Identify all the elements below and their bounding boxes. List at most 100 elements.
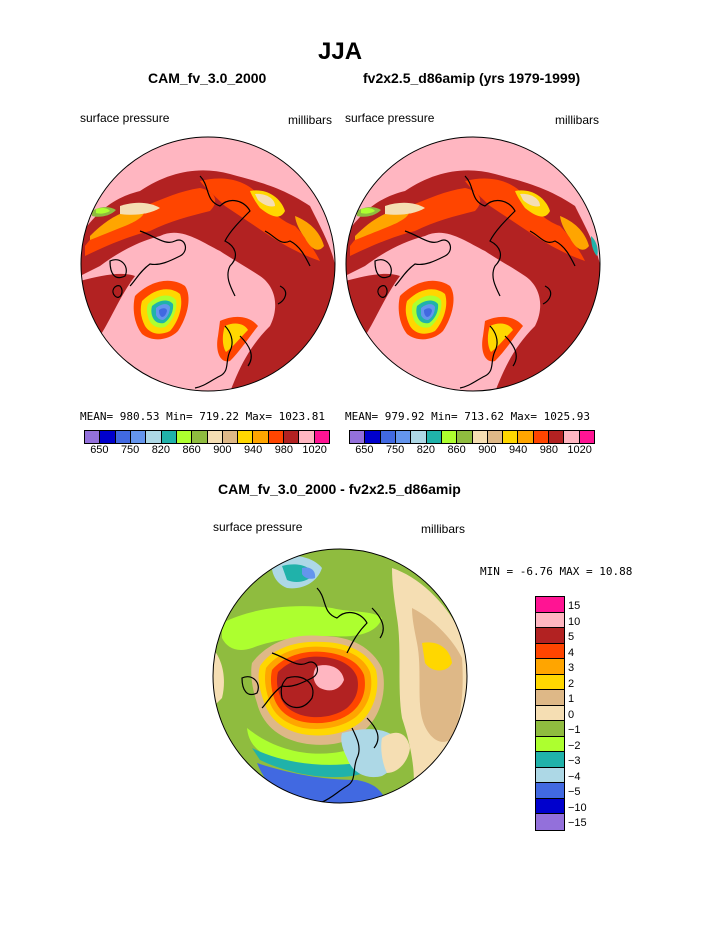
map-fill-lightgreen — [222, 606, 382, 650]
right-colorbar-swatch — [426, 431, 442, 443]
diff-colorbar-tick: −5 — [568, 786, 581, 798]
right-colorbar-swatch — [380, 431, 396, 443]
right-colorbar-swatch — [441, 431, 458, 443]
right-colorbar-tick: 820 — [416, 444, 436, 456]
diff-colorbar-swatch — [536, 798, 564, 814]
map-fill-magenta-2 — [346, 351, 375, 391]
right-colorbar-tick: 1020 — [567, 444, 592, 456]
left-colorbar-tick: 650 — [90, 444, 109, 456]
right-colorbar-swatch — [518, 431, 534, 443]
diff-colorbar-tick: −10 — [568, 801, 587, 814]
diff-colorbar-swatch — [536, 752, 564, 768]
left-stats: MEAN= 980.53 Min= 719.22 Max= 1023.81 — [80, 410, 326, 423]
diff-colorbar-swatch — [536, 612, 564, 628]
diff-panel-title: CAM_fv_3.0_2000 - fv2x2.5_d86amip — [218, 481, 461, 497]
left-colorbar-swatch — [85, 431, 101, 443]
right-colorbar-swatch — [365, 431, 381, 443]
left-colorbar-tick: 860 — [182, 444, 201, 456]
left-colorbar-swatch — [268, 431, 285, 443]
right-colorbar-swatch — [579, 431, 594, 443]
left-colorbar-tick: 980 — [274, 444, 294, 456]
diff-colorbar-tick: 4 — [568, 646, 575, 659]
right-colorbar-tick: 900 — [478, 444, 497, 456]
diff-colorbar-tick: −3 — [568, 755, 581, 767]
left-colorbar-swatch — [176, 431, 193, 443]
diff-colorbar-swatch — [536, 705, 564, 721]
right-colorbar-swatch — [503, 431, 519, 443]
left-colorbar-swatch — [314, 431, 329, 443]
map-fill-teal — [591, 236, 598, 256]
coastlines — [241, 587, 384, 803]
coastlines — [374, 175, 576, 389]
left-colorbar-swatch — [146, 431, 162, 443]
left-panel-title: CAM_fv_3.0_2000 — [148, 70, 267, 86]
left-colorbar-tick: 900 — [213, 444, 232, 456]
diff-stats: MIN = -6.76 MAX = 10.88 — [480, 565, 633, 578]
left-units-label: millibars — [288, 113, 333, 127]
map-fill-blue — [159, 308, 167, 317]
map-fill-blue — [302, 567, 316, 579]
diff-colorbar-swatch — [536, 674, 564, 690]
map-fill-tan — [412, 608, 463, 742]
right-colorbar-swatch — [457, 431, 473, 443]
diff-colorbar-swatch — [536, 643, 564, 659]
map-fill-wheat — [520, 193, 540, 207]
coastlines — [109, 175, 311, 389]
diff-variable-label: surface pressure — [213, 520, 303, 534]
right-colorbar-swatch — [549, 431, 565, 443]
diff-units-label: millibars — [421, 522, 466, 536]
diff-colorbar — [535, 596, 565, 831]
right-colorbar-tick: 650 — [355, 444, 374, 456]
diff-colorbar-tick: −2 — [568, 739, 581, 752]
right-colorbar-swatch — [472, 431, 488, 443]
diff-colorbar-swatch — [536, 721, 564, 737]
left-colorbar-tick: 1020 — [302, 444, 327, 456]
left-colorbar-tick: 940 — [243, 444, 263, 456]
diff-colorbar-tick: 2 — [568, 677, 575, 690]
map-fill-lightgreen — [361, 207, 375, 214]
diff-colorbar-tick: 0 — [568, 708, 575, 721]
map-fill-blue — [424, 308, 432, 317]
map-fill-orange-2 — [90, 208, 145, 240]
diff-colorbar-tick: 15 — [568, 600, 581, 612]
left-colorbar-swatch — [222, 431, 239, 443]
map-fill-teal-2 — [252, 748, 387, 778]
page-title: JJA — [318, 38, 363, 65]
map-fill-wheat-2 — [120, 202, 160, 215]
right-colorbar-swatch — [411, 431, 427, 443]
diff-colorbar-swatch — [536, 628, 564, 644]
right-variable-label: surface pressure — [345, 111, 435, 125]
left-colorbar-swatch — [100, 431, 116, 443]
right-panel-title: fv2x2.5_d86amip (yrs 1979-1999) — [363, 70, 581, 86]
right-colorbar-tick: 750 — [385, 444, 405, 456]
left-colorbar-swatch — [161, 431, 177, 443]
diff-polar-map — [212, 548, 468, 804]
diff-colorbar-swatch — [536, 690, 564, 706]
right-colorbar: 650 750 820 860 900 940 980 1020 — [349, 430, 595, 456]
left-colorbar-swatch — [130, 431, 147, 443]
right-colorbar-swatch — [350, 431, 366, 443]
right-colorbar-swatch — [395, 431, 412, 443]
diff-colorbar-swatch — [536, 814, 564, 830]
diff-colorbar-swatch — [536, 736, 564, 752]
diff-colorbar-tick: 3 — [568, 662, 575, 674]
diff-colorbar-tick: −1 — [568, 724, 581, 736]
right-units-label: millibars — [555, 113, 600, 127]
right-colorbar-swatch — [533, 431, 550, 443]
map-fill-wheat-2 — [385, 202, 425, 215]
map-fill-pink — [313, 665, 344, 691]
diff-colorbar-swatch — [536, 597, 564, 613]
map-fill-yellow — [422, 642, 452, 671]
right-colorbar-tick: 980 — [539, 444, 559, 456]
map-fill-orange — [350, 188, 481, 256]
diff-colorbar-tick: −15 — [568, 817, 587, 829]
left-colorbar-tick: 820 — [151, 444, 171, 456]
left-colorbar-swatch — [284, 431, 300, 443]
left-colorbar-swatch — [192, 431, 208, 443]
map-fill-orange-4 — [560, 216, 589, 250]
diff-colorbar-swatch — [536, 783, 564, 799]
left-colorbar-swatch — [238, 431, 254, 443]
map-fill-wheat-3 — [381, 732, 410, 773]
left-colorbar-swatch — [115, 431, 131, 443]
right-colorbar-swatch — [487, 431, 504, 443]
